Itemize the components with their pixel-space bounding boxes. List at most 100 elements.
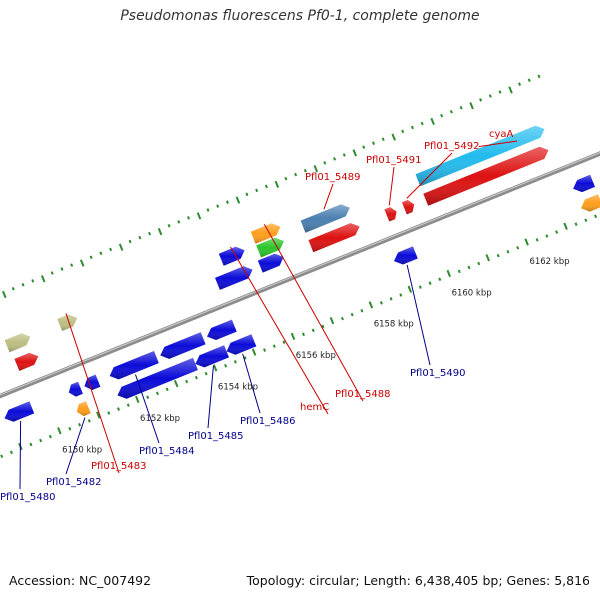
scale-tick	[216, 204, 220, 208]
gene-feature-f5[interactable]	[76, 401, 91, 417]
scale-tick	[173, 379, 179, 388]
scale-tick	[446, 269, 452, 278]
gene-label: hemC	[300, 402, 329, 413]
gene-feature-f8[interactable]	[109, 351, 159, 380]
backbone-highlight	[0, 152, 600, 396]
backbone-layer	[0, 151, 600, 399]
scale-tick	[459, 106, 463, 110]
scale-tick	[545, 234, 549, 238]
scale-tick	[430, 117, 435, 126]
scale-tick	[96, 411, 101, 419]
scale-tick	[165, 387, 169, 392]
scale-label: 6156 kbp	[296, 351, 336, 361]
scale-tick	[204, 371, 208, 376]
label-leader	[19, 420, 22, 490]
scale-tick	[57, 427, 62, 435]
scale-tick	[488, 94, 492, 98]
scale-tick	[449, 109, 453, 114]
scale-tick	[274, 180, 280, 188]
gene-feature-f26[interactable]	[573, 174, 595, 193]
scale-tick	[224, 364, 228, 368]
scale-tick	[410, 125, 414, 130]
scale-tick	[467, 265, 471, 270]
scale-tick	[350, 312, 354, 317]
scale-tick	[294, 172, 298, 177]
scale-tick	[342, 153, 346, 157]
gene-feature-f25[interactable]	[423, 146, 549, 206]
scale-tick	[368, 301, 374, 309]
scale-tick	[498, 90, 502, 94]
scale-tick	[39, 438, 43, 443]
scale-tick	[379, 301, 383, 305]
scale-tick	[420, 121, 424, 126]
scale-tick	[438, 277, 442, 282]
scale-tick	[284, 176, 288, 181]
gene-feature-f4[interactable]	[68, 381, 83, 397]
scale-tick	[79, 259, 85, 267]
gene-feature-f11[interactable]	[195, 345, 229, 368]
gene-feature-f7[interactable]	[57, 314, 78, 332]
label-leader	[323, 183, 334, 210]
scale-tick	[537, 74, 541, 79]
gene-feature-f1[interactable]	[4, 401, 35, 422]
scale-tick	[389, 297, 393, 301]
gene-feature-f19[interactable]	[300, 204, 350, 233]
gene-label: cyaA	[489, 129, 514, 140]
scale-tick	[563, 222, 568, 230]
scale-tick	[311, 328, 315, 333]
gene-feature-f20[interactable]	[308, 223, 360, 253]
scale-tick	[506, 249, 510, 254]
scale-tick	[235, 196, 241, 204]
label-leader	[406, 264, 431, 366]
scale-label: 6162 kbp	[529, 257, 569, 267]
gene-feature-f2[interactable]	[4, 333, 31, 353]
scale-tick	[167, 224, 171, 228]
gene-label: Pfl01_5482	[46, 477, 102, 488]
scale-tick	[68, 426, 72, 431]
gene-label: Pfl01_5484	[139, 446, 195, 457]
scale-tick	[407, 285, 413, 293]
scale-tick	[21, 283, 25, 287]
scale-tick	[118, 243, 124, 251]
gene-feature-f27[interactable]	[581, 194, 600, 212]
scale-tick	[243, 356, 247, 360]
label-leader	[478, 140, 518, 148]
gene-feature-f18[interactable]	[250, 223, 281, 244]
scale-tick	[584, 218, 588, 223]
gene-feature-f22[interactable]	[394, 246, 418, 265]
gene-feature-f10[interactable]	[160, 332, 206, 359]
scale-tick	[177, 220, 181, 224]
scale-tick	[333, 157, 337, 161]
scale-tick	[323, 161, 327, 165]
scale-tick	[29, 442, 33, 447]
scale-tick	[264, 184, 268, 189]
gene-label: Pfl01_5489	[305, 172, 361, 183]
scale-label: 6150 kbp	[62, 446, 102, 456]
scale-label: 6158 kbp	[374, 320, 414, 330]
label-leader	[65, 417, 86, 475]
scale-tick	[516, 246, 520, 250]
scale-tick	[282, 340, 286, 344]
gene-feature-f6[interactable]	[84, 374, 101, 390]
gene-feature-f3[interactable]	[14, 352, 39, 371]
gene-feature-f13[interactable]	[226, 334, 257, 355]
scale-tick	[524, 238, 529, 246]
gene-feature-f23[interactable]	[401, 200, 415, 215]
scale-tick	[146, 395, 150, 400]
gene-feature-f21[interactable]	[384, 207, 397, 222]
gene-feature-f15[interactable]	[218, 246, 245, 266]
gene-feature-f24[interactable]	[415, 125, 545, 187]
feature-layer	[4, 125, 600, 422]
gene-feature-f9[interactable]	[117, 357, 198, 399]
label-leader	[65, 313, 120, 474]
scale-tick	[135, 395, 140, 403]
scale-tick	[245, 192, 249, 197]
gene-feature-f12[interactable]	[207, 319, 237, 340]
gene-feature-f16[interactable]	[257, 253, 284, 273]
scale-tick	[313, 165, 319, 173]
scale-tick	[251, 348, 257, 356]
gene-feature-f17[interactable]	[256, 237, 284, 258]
scale-tick	[155, 391, 159, 396]
gene-feature-f14[interactable]	[215, 266, 253, 290]
backbone-line	[0, 151, 600, 399]
